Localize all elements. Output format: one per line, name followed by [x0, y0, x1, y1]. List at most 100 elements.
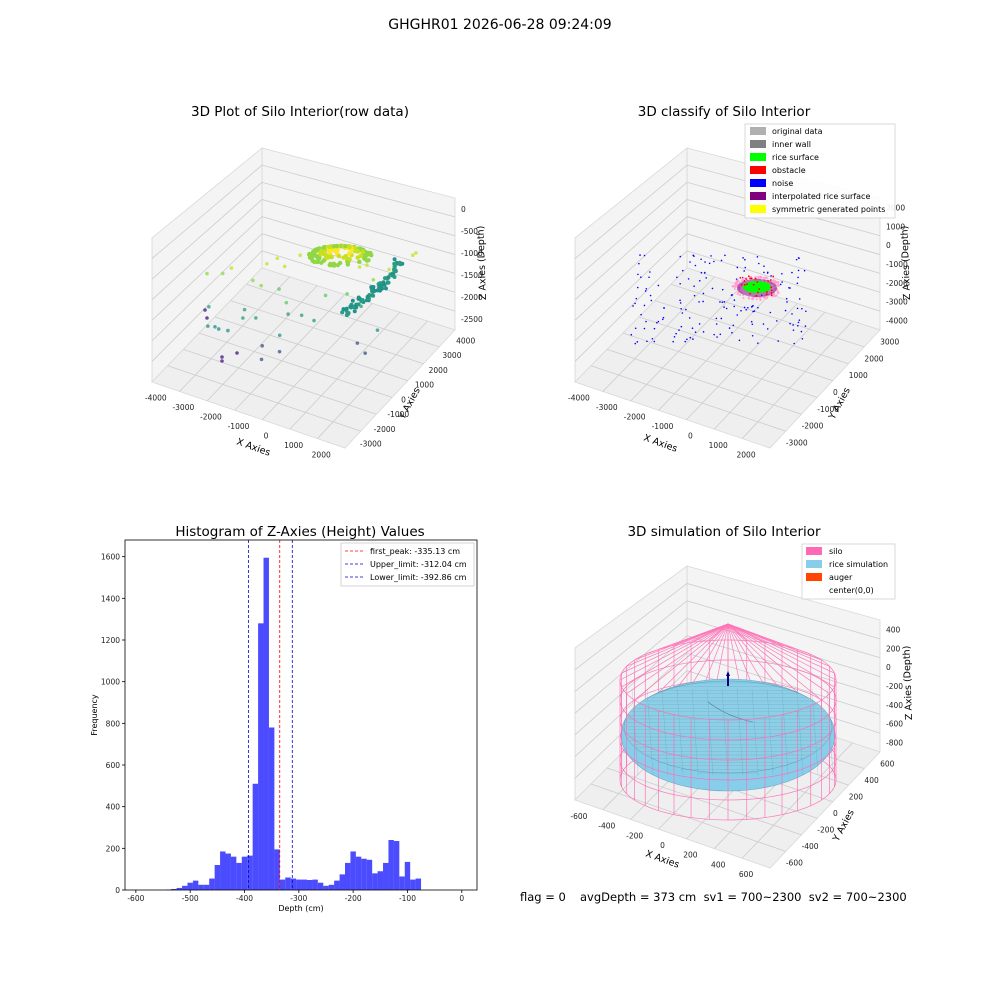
data-point: [345, 292, 349, 296]
obstacle-point: [749, 292, 751, 295]
noise-point: [756, 256, 759, 258]
rice-mesh: [661, 688, 669, 776]
x-tick-label: 1000: [284, 441, 303, 450]
noise-point: [698, 323, 701, 325]
data-point: [360, 249, 365, 255]
y-tick-label: 2000: [429, 366, 448, 375]
rice-mesh: [706, 688, 714, 776]
y-tick-label: 800: [106, 719, 121, 728]
histogram-bar: [192, 880, 199, 890]
rice-mesh: [646, 688, 654, 776]
data-point: [254, 316, 258, 320]
noise-point: [657, 284, 660, 287]
noise-point: [750, 306, 753, 308]
legend-label: Upper_limit: -312.04 cm: [370, 560, 467, 569]
wall-point: [759, 276, 763, 279]
noise-point: [751, 334, 754, 337]
noise-point: [762, 323, 765, 325]
data-point: [363, 351, 367, 355]
wall-point: [732, 285, 735, 288]
noise-point: [678, 329, 680, 331]
silo-ring: [619, 699, 837, 741]
gridline: [230, 300, 424, 365]
wall-point: [777, 280, 780, 284]
data-point: [355, 249, 361, 254]
noise-point: [711, 287, 714, 290]
data-point: [336, 253, 342, 259]
wall-point: [738, 293, 742, 296]
data-point: [343, 243, 348, 249]
histogram-bar: [312, 879, 318, 890]
wall-point: [755, 298, 758, 301]
y-tick-label: 600: [880, 759, 895, 768]
z-tick-label: -200: [886, 682, 903, 691]
noise-point: [643, 327, 646, 330]
rice-surface: [743, 281, 771, 293]
noise-point: [742, 257, 744, 259]
y-tick-label: 0: [833, 388, 838, 397]
gridline: [151, 216, 456, 321]
noise-point: [700, 258, 702, 261]
noise-point: [635, 297, 638, 300]
y-tick-label: -3000: [786, 439, 808, 448]
gridline: [214, 316, 408, 381]
noise-point: [803, 269, 806, 272]
histogram-bar: [377, 871, 384, 890]
noise-point: [702, 292, 705, 295]
obstacle-point: [767, 279, 769, 282]
data-point: [350, 298, 355, 303]
data-point: [205, 271, 209, 276]
y-tick-label: -1000: [817, 405, 839, 414]
data-point: [277, 287, 281, 291]
data-point: [378, 284, 383, 289]
noise-point: [725, 307, 728, 310]
noise-point: [698, 301, 700, 303]
noise-point: [781, 272, 783, 275]
noise-point: [716, 336, 718, 338]
data-point: [357, 259, 362, 265]
legend-label: noise: [772, 179, 793, 188]
noise-point: [733, 299, 736, 301]
gridline: [199, 332, 393, 398]
data-point: [251, 278, 255, 283]
data-point: [347, 257, 352, 262]
x-tick-label: -3000: [172, 403, 194, 412]
data-point: [341, 307, 346, 312]
obstacle-point: [770, 294, 773, 297]
gridline: [686, 303, 798, 420]
histogram-bar: [290, 878, 297, 890]
silo-wire: [727, 623, 747, 641]
y-tick-label: -2000: [802, 422, 824, 431]
rice-mesh: [721, 688, 729, 776]
data-point: [340, 310, 345, 315]
gridline: [606, 767, 802, 836]
noise-point: [736, 314, 739, 316]
gridline: [602, 276, 715, 392]
obstacle-point: [743, 279, 746, 282]
noise-point: [693, 294, 696, 297]
noise-point: [630, 333, 633, 336]
noise-point: [731, 331, 733, 334]
noise-point: [763, 265, 765, 268]
data-point: [337, 260, 343, 266]
noise-point: [797, 257, 800, 259]
legend-label: rice surface: [772, 153, 819, 162]
histogram-bar: [285, 877, 291, 890]
silo-ring: [619, 659, 837, 701]
data-point: [360, 298, 365, 303]
noise-point: [785, 297, 788, 300]
x-tick-label: -200: [626, 831, 643, 840]
noise-point: [672, 340, 674, 343]
noise-point: [679, 302, 682, 304]
rice-mesh: [796, 688, 804, 776]
noise-point: [805, 310, 807, 313]
histogram-bar: [350, 851, 356, 890]
legend-swatch: [750, 192, 766, 200]
gridline: [622, 332, 818, 398]
z-tick-label: 0: [461, 205, 466, 214]
z-tick-label: -4000: [886, 317, 908, 326]
noise-point: [694, 264, 697, 267]
legend-label: interpolated rice surface: [772, 192, 870, 201]
data-point: [414, 251, 418, 255]
noise-point: [757, 306, 759, 309]
